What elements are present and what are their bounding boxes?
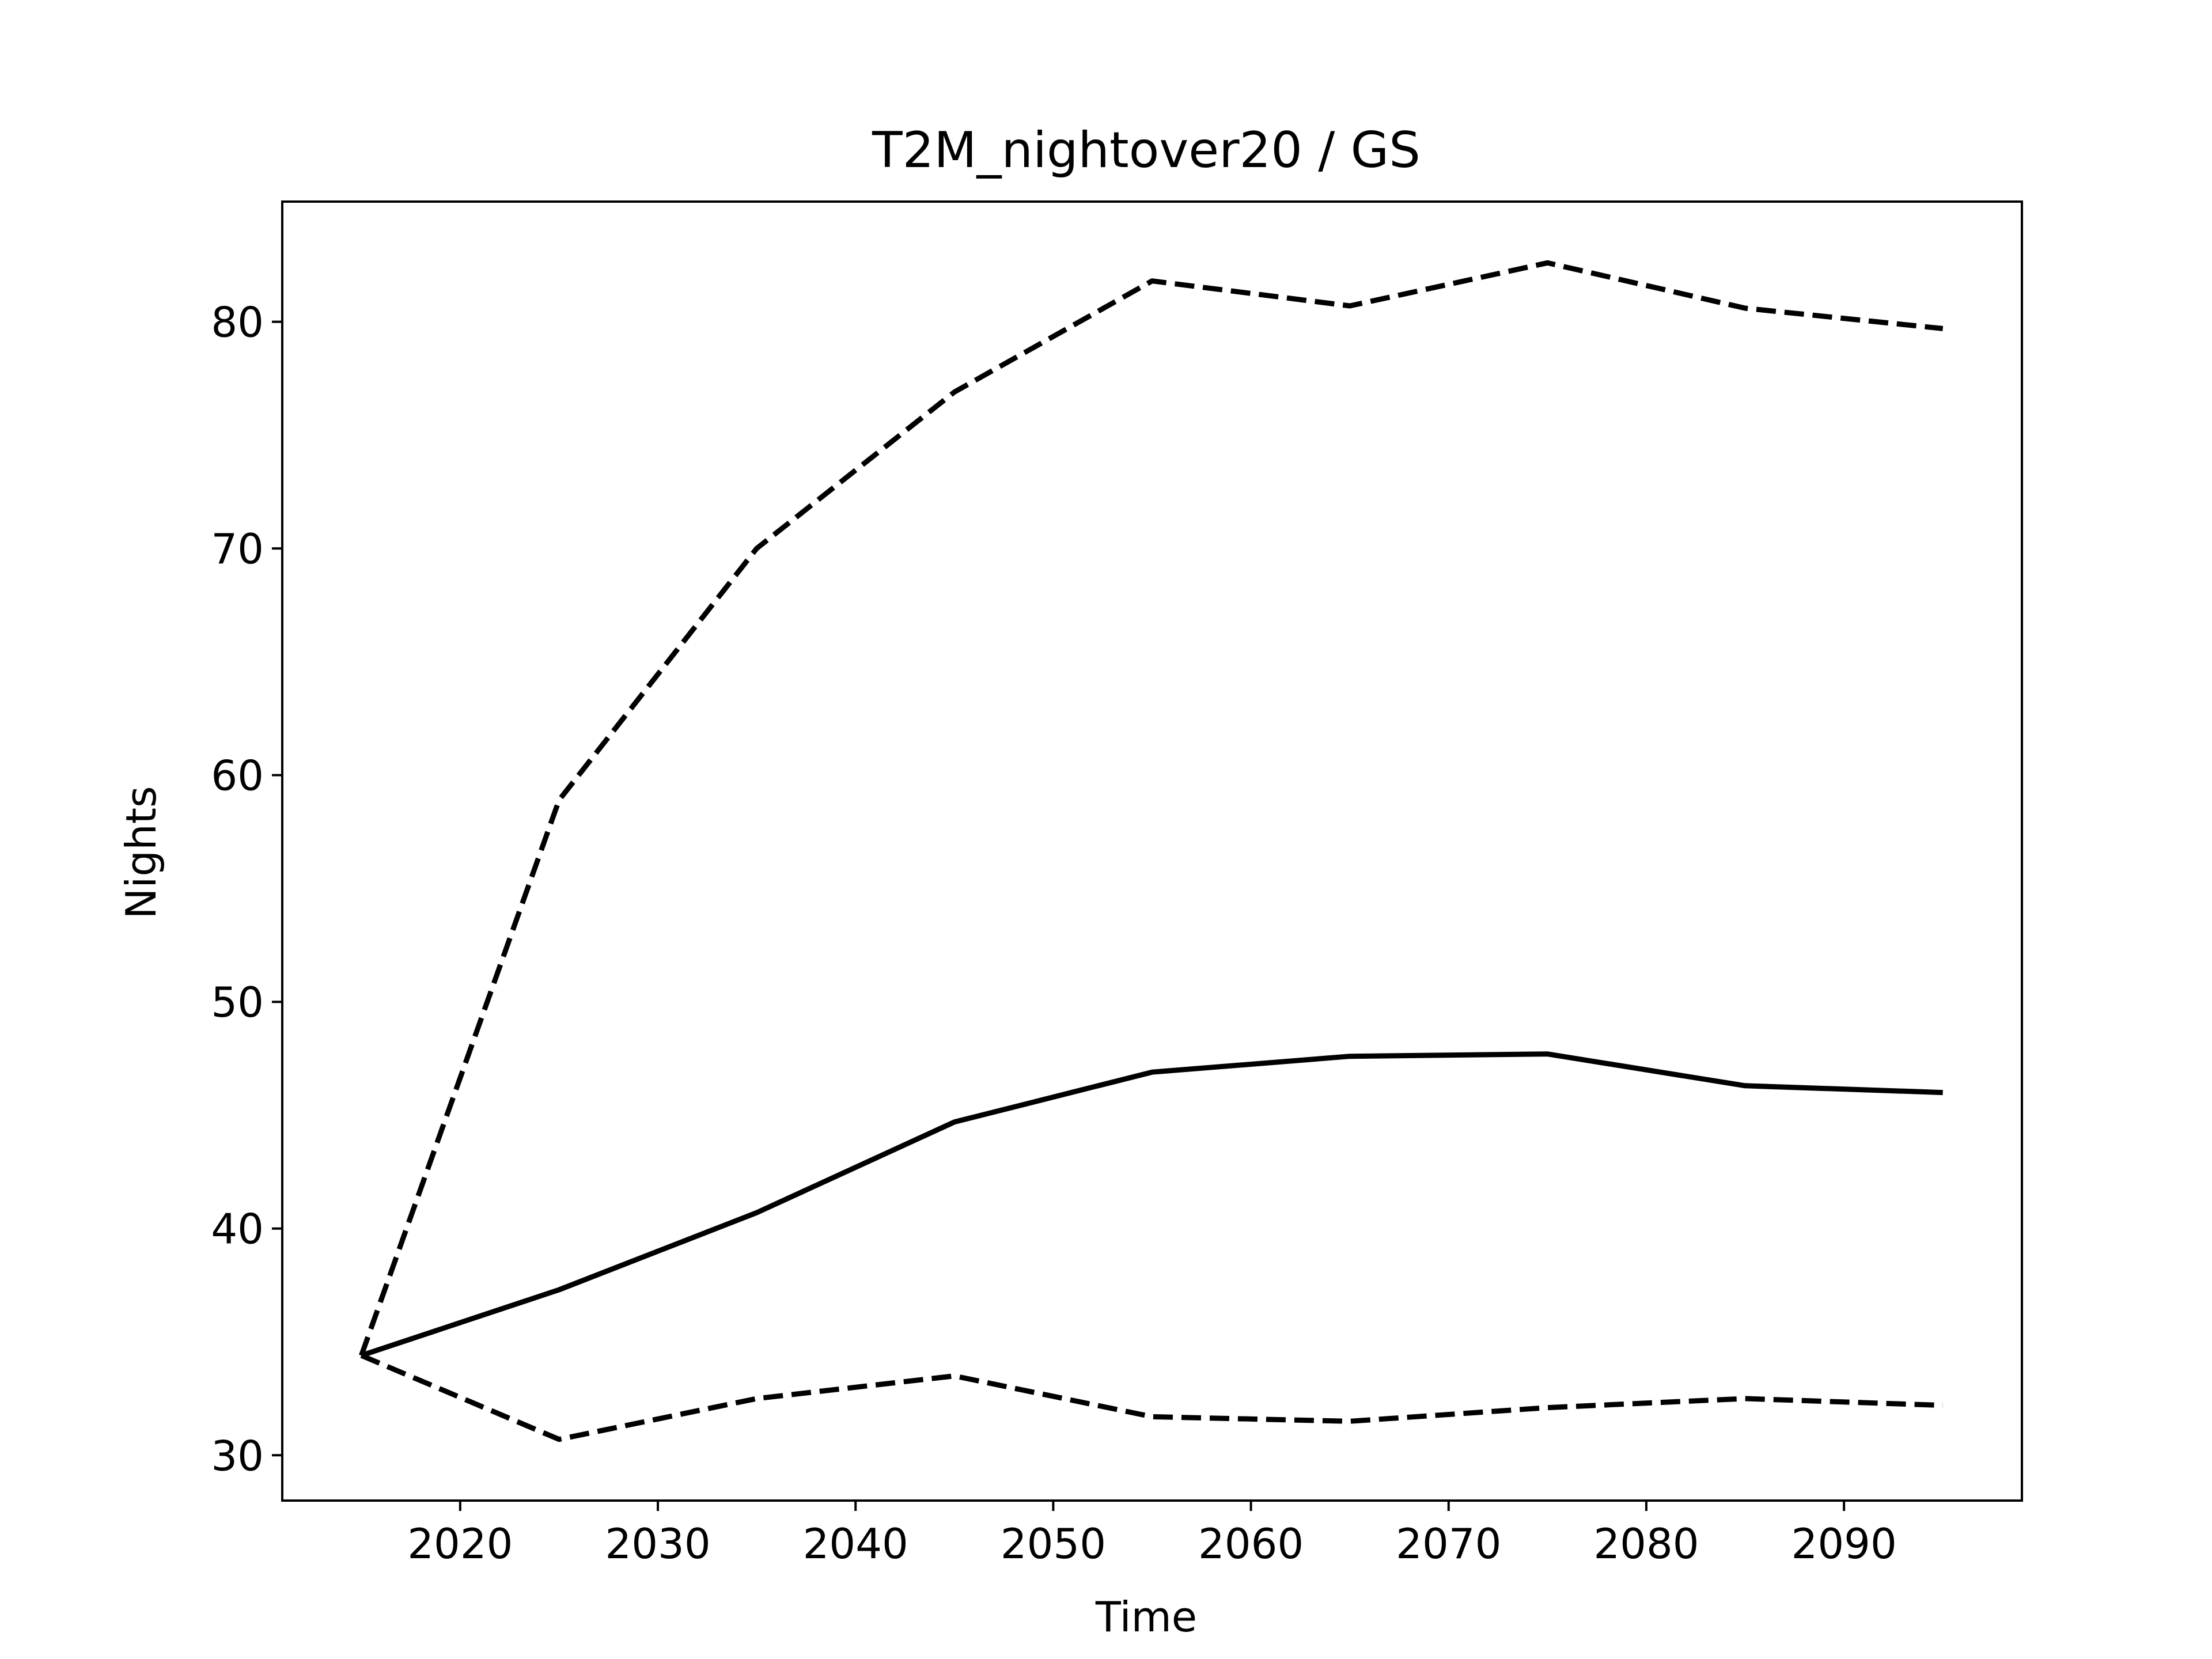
- y-tick-label: 60: [211, 752, 264, 800]
- x-tick-label: 2040: [803, 1520, 908, 1568]
- x-tick-label: 2080: [1593, 1520, 1699, 1568]
- chart-title: T2M_nightover20 / GS: [872, 122, 1421, 179]
- series-line-1: [359, 260, 1944, 1357]
- series-line-2: [360, 1051, 1943, 1358]
- series-line-3: [360, 1353, 1943, 1442]
- x-axis-label: Time: [1095, 1593, 1197, 1641]
- y-tick-label: 50: [211, 978, 264, 1027]
- x-tick-label: 2090: [1791, 1520, 1897, 1568]
- x-tick-label: 2030: [605, 1520, 710, 1568]
- plot-frame: [281, 200, 2023, 1502]
- y-tick-label: 30: [211, 1431, 264, 1480]
- x-tick-label: 2050: [1001, 1520, 1106, 1568]
- y-tick-label: 40: [211, 1205, 264, 1253]
- y-tick-label: 70: [211, 525, 264, 573]
- y-axis-label: Nights: [117, 786, 165, 919]
- x-tick-label: 2070: [1396, 1520, 1501, 1568]
- plot-area: 2020 2030 2040 2050 2060 2070 2080 2090 30 40 50 60…: [211, 200, 2023, 1568]
- x-tick-label: 2020: [407, 1520, 513, 1568]
- y-tick-label: 80: [211, 298, 264, 347]
- x-tick-label: 2060: [1198, 1520, 1304, 1568]
